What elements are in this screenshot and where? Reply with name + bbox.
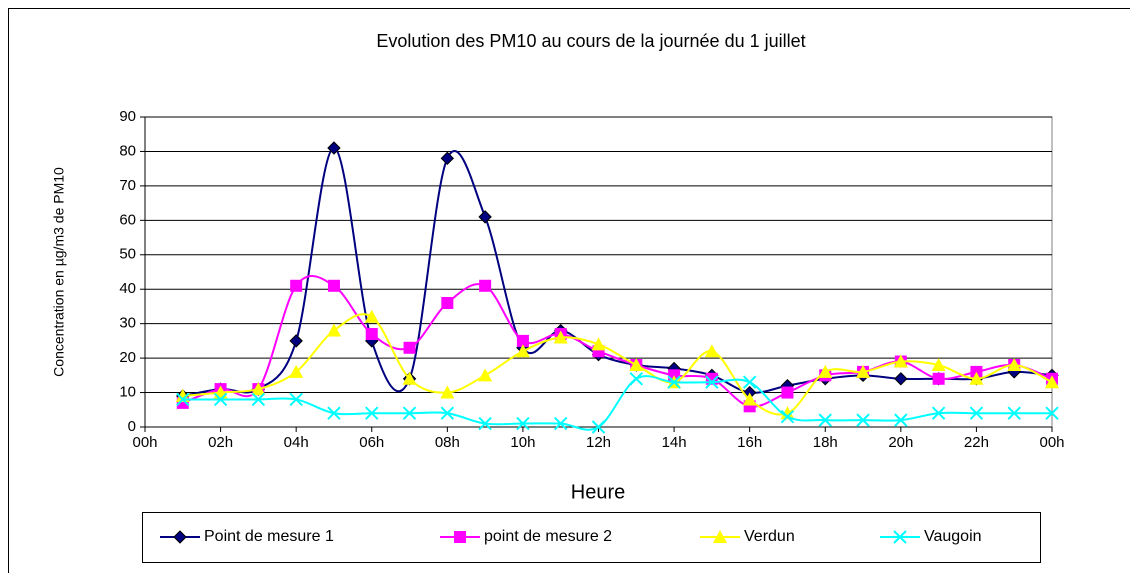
data-point	[931, 406, 946, 420]
legend-label: Verdun	[744, 528, 795, 545]
data-point	[478, 368, 493, 382]
data-point	[591, 337, 606, 351]
data-point	[893, 354, 908, 368]
data-point	[591, 420, 606, 434]
x-tick-label: 08h	[435, 434, 460, 451]
data-point	[894, 413, 908, 427]
data-point	[289, 364, 304, 378]
data-point	[289, 392, 303, 407]
x-tick-label: 00h	[132, 434, 157, 451]
y-tick-label: 40	[119, 280, 136, 297]
y-tick-label: 0	[128, 418, 136, 435]
data-point	[856, 364, 871, 378]
data-point	[440, 385, 455, 399]
x-tick-label: 22h	[964, 434, 989, 451]
series-line	[182, 375, 1052, 431]
data-point	[441, 297, 454, 309]
y-tick-label: 30	[119, 315, 136, 332]
data-point	[176, 392, 190, 407]
data-point	[894, 372, 908, 386]
x-axis-label: Heure	[571, 481, 625, 503]
y-tick-label: 90	[119, 108, 136, 125]
data-point	[365, 406, 379, 420]
data-point	[290, 279, 303, 292]
x-tick-label: 04h	[284, 434, 309, 451]
legend-marker	[454, 531, 466, 543]
y-tick-label: 80	[119, 142, 136, 159]
data-point	[402, 371, 417, 385]
x-tick-label: 02h	[208, 434, 233, 451]
x-tick-label: 06h	[359, 434, 384, 451]
data-point	[327, 279, 340, 292]
x-tick-label: 16h	[737, 434, 762, 451]
data-point	[553, 330, 568, 344]
x-tick-label: 14h	[662, 434, 687, 451]
data-point	[629, 372, 643, 386]
legend-marker	[173, 530, 187, 544]
x-tick-label: 12h	[586, 434, 611, 451]
y-axis-label: Concentration en µg/m3 de PM10	[51, 167, 67, 377]
data-point	[931, 358, 946, 371]
data-point	[403, 341, 416, 354]
legend-label: point de mesure 2	[484, 528, 612, 545]
data-point	[326, 323, 341, 337]
data-point	[516, 416, 530, 431]
data-point	[932, 372, 945, 385]
data-point	[440, 151, 455, 166]
chart-title: Evolution des PM10 au cours de la journé…	[376, 31, 805, 51]
data-point	[402, 406, 417, 420]
data-point	[365, 328, 378, 340]
y-tick-label: 60	[119, 211, 136, 228]
y-tick-label: 70	[119, 177, 136, 194]
data-point	[327, 141, 341, 155]
data-point	[780, 406, 795, 420]
legend-marker	[893, 530, 907, 544]
data-point	[742, 392, 757, 406]
data-point	[629, 358, 644, 371]
data-point	[667, 375, 681, 389]
data-point	[818, 364, 833, 378]
data-point	[969, 406, 984, 420]
data-point	[516, 334, 529, 347]
data-point	[742, 375, 757, 389]
data-point	[705, 375, 719, 389]
x-tick-label: 00h	[1039, 434, 1064, 451]
data-point	[780, 409, 795, 424]
data-point	[289, 334, 303, 348]
data-point	[818, 413, 832, 427]
data-point	[478, 416, 492, 431]
y-tick-label: 50	[119, 246, 136, 263]
data-point	[704, 344, 719, 358]
y-tick-label: 10	[119, 384, 136, 401]
x-tick-label: 20h	[888, 434, 913, 451]
data-point	[213, 392, 228, 407]
data-point	[1045, 406, 1059, 420]
data-point	[1007, 358, 1022, 371]
data-point	[1007, 406, 1021, 420]
data-point	[251, 392, 266, 407]
data-point	[478, 210, 492, 224]
y-tick-label: 20	[119, 349, 136, 366]
x-tick-label: 10h	[510, 434, 535, 451]
legend-marker	[713, 530, 727, 543]
data-point	[251, 382, 266, 396]
data-point	[440, 406, 455, 420]
legend-label: Vaugoin	[924, 528, 982, 545]
data-point	[969, 371, 984, 385]
data-point	[364, 309, 379, 323]
data-point	[781, 386, 794, 399]
data-point	[515, 344, 530, 358]
data-point	[554, 416, 568, 431]
data-point	[856, 413, 870, 427]
legend-label: Point de mesure 1	[204, 528, 334, 545]
data-point	[1045, 375, 1059, 389]
data-point	[327, 406, 341, 420]
x-tick-label: 18h	[813, 434, 838, 451]
data-point	[479, 279, 492, 292]
